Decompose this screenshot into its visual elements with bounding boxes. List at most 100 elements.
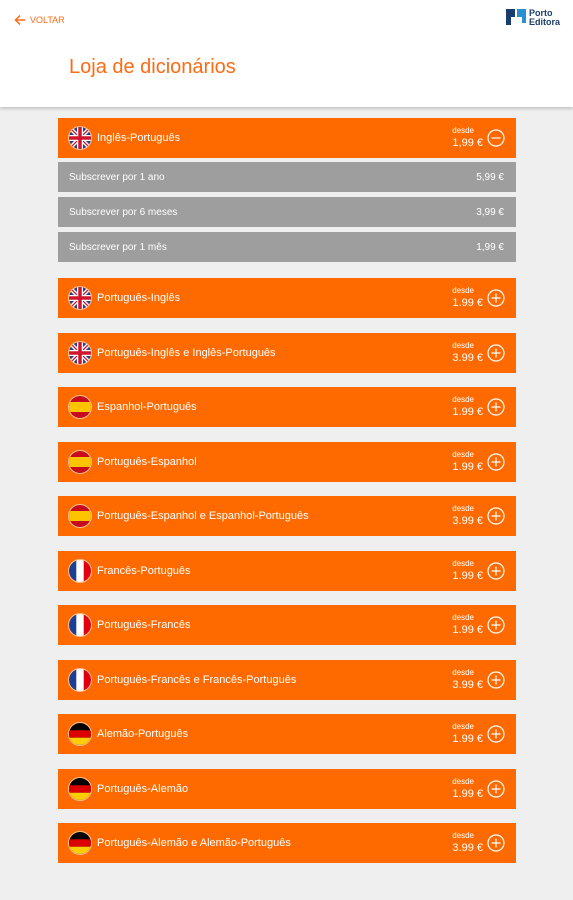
flag [69,396,91,418]
toggle [487,670,505,689]
price-prefix: desde [452,504,474,513]
toggle-icon[interactable] [487,507,505,530]
toggle [487,452,505,471]
back-button[interactable]: VOLTAR [14,12,65,28]
toggle [487,398,505,416]
price-prefix: desde [452,449,474,459]
toggle [487,507,505,525]
logo-line: Editora [529,17,561,27]
toggle [487,616,505,634]
price-prefix: desde [452,395,474,404]
item-name: Português-Francês [97,619,191,631]
dictionary-item[interactable]: Português-Francês e Francês-Português des… [58,659,516,700]
item-name: Português-Francês e Francês-Português [97,673,297,686]
toggle [487,725,505,743]
flag-icon [69,668,91,691]
item-price: 3.99 € [452,351,483,364]
logo-line: Porto [529,8,553,18]
price-prefix: desde [452,558,474,568]
flag [69,668,91,691]
dictionary-item[interactable]: Português-Alemão e Alemão-Português desde… [58,823,516,863]
dictionary-item[interactable]: Português-Francês desde 1.99 € [58,605,516,645]
toggle [487,129,505,147]
flag-icon [69,505,91,527]
subscription-option[interactable]: Subscrever por 1 ano 5,99 € [58,162,516,192]
dictionary-item[interactable]: Português-Alemão desde 1.99 € [58,768,516,809]
subscription-option[interactable]: Subscrever por 1 mês 1,99 € [58,232,516,262]
toggle-icon[interactable] [487,561,505,585]
flag [69,614,91,636]
flag-icon [69,832,91,854]
dictionary-item[interactable]: Português-Espanhol e Espanhol-Português d… [58,496,516,536]
price-prefix: desde [452,667,474,677]
flag-icon [69,559,91,582]
toggle-icon[interactable] [487,616,505,639]
item-price: 3.99 € [452,515,483,527]
flag-icon [69,396,91,418]
toggle [487,561,505,580]
item-name: Português-Alemão e Alemão-Português [97,837,291,849]
item-price: 1.99 € [452,297,483,309]
toggle-icon[interactable] [487,725,505,748]
item-name: Português-Espanhol [97,455,197,468]
flag-icon [69,777,91,800]
price-prefix: desde [452,831,474,840]
toggle-icon[interactable] [487,834,505,857]
price-prefix: desde [452,613,474,622]
option-price: 5,99 € [476,172,504,183]
price-prefix: desde [452,286,474,295]
item-price: 1.99 € [452,460,483,473]
flag-icon [69,341,91,364]
item-name: Português-Espanhol e Espanhol-Português [97,510,309,522]
dictionary-item[interactable]: Português-Espanhol desde 1.99 € [58,441,516,482]
page-title: Loja de dicionários [69,56,236,78]
price-prefix: desde [452,340,474,350]
toggle [487,343,505,362]
dictionary-item[interactable]: Francês-Português desde 1.99 € [58,550,516,591]
toggle-icon[interactable] [487,670,505,694]
flag-icon [69,127,91,149]
item-name: Português-Alemão [97,782,189,795]
flag [69,505,91,527]
dictionary-item[interactable]: Português-Inglês desde 1.99 € [58,278,516,318]
item-price: 1.99 € [452,569,483,582]
flag [69,559,91,582]
subscription-option[interactable]: Subscrever por 6 meses 3,99 € [58,197,516,227]
price-prefix: desde [452,126,474,135]
toggle-icon[interactable] [487,779,505,803]
item-name: Português-Inglês e Inglês-Português [97,346,276,359]
toggle-icon[interactable] [487,289,505,312]
toggle [487,289,505,307]
item-price: 1.99 € [452,406,483,418]
dictionary-item[interactable]: Alemão-Português desde 1.99 € [58,714,516,754]
option-price: 1,99 € [476,242,504,253]
dictionary-item[interactable]: Português-Inglês e Inglês-Português desde… [58,332,516,373]
back-arrow [14,14,25,26]
item-price: 1,99 € [452,137,483,149]
item-name: Francês-Português [97,564,191,577]
toggle-icon[interactable] [487,452,505,476]
toggle-icon[interactable] [487,343,505,367]
flag-icon [69,287,91,309]
item-price: 1.99 € [452,733,483,745]
toggle-icon[interactable] [487,129,505,152]
flag [69,723,91,745]
price-prefix: desde [452,776,474,786]
dictionary-item[interactable]: Espanhol-Português desde 1.99 € [58,387,516,427]
item-name: Alemão-Português [97,728,189,740]
logo: Porto Editora [506,9,560,27]
option-name: Subscrever por 1 ano [69,172,165,183]
logo-text: Porto Editora [529,9,560,27]
flag [69,287,91,309]
option-price: 3,99 € [476,207,504,218]
flag-icon [69,450,91,473]
price-prefix: desde [452,722,474,731]
back-label: VOLTAR [30,15,65,25]
flag [69,341,91,364]
dictionary-item[interactable]: Inglês-Português desde 1,99 € [58,118,516,158]
flag-icon [69,614,91,636]
toggle-icon[interactable] [487,398,505,421]
flag [69,832,91,854]
flag [69,127,91,149]
